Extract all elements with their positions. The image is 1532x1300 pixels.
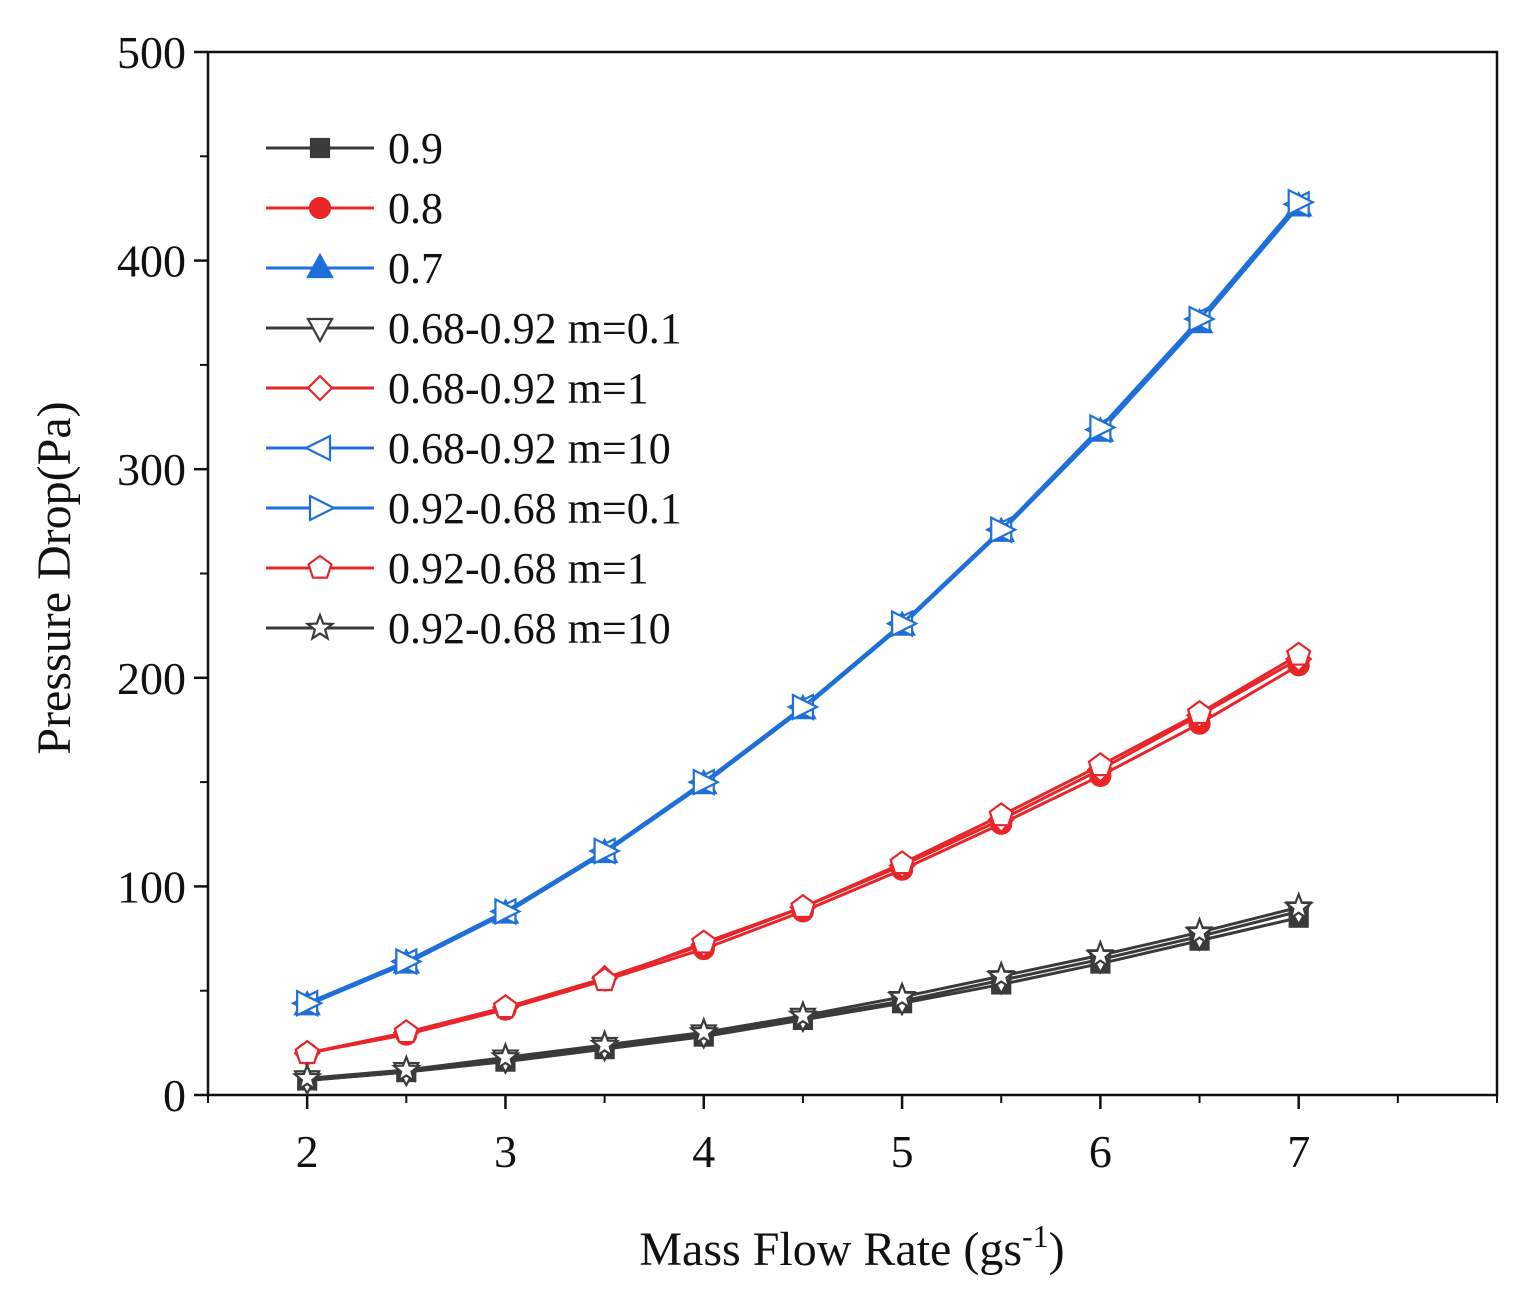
legend-item: 0.92-0.68 m=0.1 bbox=[266, 484, 682, 533]
data-point bbox=[1188, 305, 1216, 333]
data-point bbox=[790, 893, 816, 919]
y-tick-label: 200 bbox=[117, 653, 186, 704]
series-line bbox=[307, 905, 1300, 1080]
y-tick-label: 0 bbox=[163, 1070, 186, 1121]
legend-label: 0.92-0.68 m=1 bbox=[388, 544, 649, 593]
legend-item: 0.8 bbox=[266, 184, 443, 233]
data-point bbox=[490, 1041, 521, 1071]
series-line bbox=[306, 663, 1300, 1055]
data-point bbox=[890, 609, 919, 638]
x-axis-title-close: ) bbox=[1049, 1223, 1065, 1276]
data-point bbox=[692, 768, 721, 796]
y-tick-label: 500 bbox=[117, 27, 186, 78]
x-tick-label: 7 bbox=[1287, 1126, 1310, 1177]
data-point bbox=[1184, 916, 1215, 946]
series-layer bbox=[290, 188, 1316, 1096]
legend-item: 0.92-0.68 m=10 bbox=[266, 604, 671, 653]
legend-marker bbox=[307, 554, 333, 579]
y-tick-label: 400 bbox=[117, 236, 186, 287]
legend-item: 0.68-0.92 m=0.1 bbox=[266, 304, 682, 353]
series-0-92-0-68-m-10 bbox=[291, 891, 1315, 1092]
data-point bbox=[390, 1053, 422, 1084]
legend-label: 0.9 bbox=[388, 124, 443, 173]
legend-item: 0.92-0.68 m=1 bbox=[266, 544, 649, 593]
x-tick-label: 6 bbox=[1089, 1126, 1112, 1177]
legend-label: 0.68-0.92 m=0.1 bbox=[388, 304, 682, 353]
series-0-92-0-68-m-0-1 bbox=[296, 188, 1316, 1017]
legend-marker bbox=[309, 137, 331, 159]
data-point bbox=[296, 989, 324, 1017]
axes-layer: 2 3 4 5 6 7 0 100 200 300 400 500 bbox=[117, 27, 1499, 1177]
y-axis-title: Pressure Drop(Pa) bbox=[28, 401, 81, 754]
x-axis-title-main: Mass Flow Rate (gs bbox=[639, 1223, 1022, 1276]
legend-marker bbox=[303, 434, 332, 462]
x-tick-label: 4 bbox=[692, 1126, 715, 1177]
data-point bbox=[591, 966, 618, 992]
legend-label: 0.68-0.92 m=1 bbox=[388, 364, 649, 413]
data-point bbox=[1085, 939, 1116, 969]
data-point bbox=[494, 897, 522, 926]
series-line bbox=[307, 916, 1300, 1082]
data-point bbox=[691, 929, 717, 954]
legend-label: 0.68-0.92 m=10 bbox=[388, 424, 671, 473]
legend-marker bbox=[308, 196, 332, 220]
legend-item: 0.68-0.92 m=1 bbox=[266, 364, 649, 413]
legend-item: 0.68-0.92 m=10 bbox=[266, 424, 671, 473]
data-point bbox=[889, 850, 915, 875]
data-point bbox=[688, 1016, 720, 1046]
data-point bbox=[985, 959, 1017, 990]
x-axis-title-superscript: -1 bbox=[1022, 1218, 1049, 1254]
data-point bbox=[1287, 188, 1316, 216]
legend: 0.9 0.8 0.7 0.68-0.92 m=0.1 0.68-0.92 m=1 0.6… bbox=[266, 124, 682, 653]
data-point bbox=[1283, 891, 1315, 921]
data-point bbox=[589, 1028, 620, 1058]
series-0-9 bbox=[297, 907, 1309, 1091]
legend-item: 0.9 bbox=[266, 124, 443, 173]
legend-label: 0.92-0.68 m=10 bbox=[388, 604, 671, 653]
data-point bbox=[1089, 413, 1117, 442]
x-tick-label: 5 bbox=[891, 1126, 914, 1177]
legend-marker bbox=[306, 317, 334, 344]
data-point bbox=[988, 802, 1014, 827]
y-tick-label: 100 bbox=[117, 861, 186, 912]
data-point bbox=[791, 693, 820, 721]
data-point bbox=[787, 999, 819, 1029]
x-tick-label: 2 bbox=[296, 1126, 319, 1177]
series-0-92-0-68-m-1 bbox=[294, 641, 1312, 1065]
legend-marker bbox=[306, 252, 334, 279]
y-tick-label: 300 bbox=[117, 444, 186, 495]
data-point bbox=[593, 837, 622, 865]
legend-label: 0.7 bbox=[388, 244, 443, 293]
data-point bbox=[990, 515, 1018, 544]
data-point bbox=[291, 1062, 323, 1092]
legend-label: 0.92-0.68 m=0.1 bbox=[388, 484, 682, 533]
x-tick-label: 3 bbox=[494, 1126, 517, 1177]
data-point bbox=[886, 980, 918, 1011]
legend-marker bbox=[306, 374, 334, 402]
data-point bbox=[294, 1039, 320, 1065]
data-point bbox=[1285, 641, 1312, 666]
legend-label: 0.8 bbox=[388, 184, 443, 233]
data-point bbox=[393, 1019, 420, 1044]
x-axis-title: Mass Flow Rate (gs-1) bbox=[639, 1218, 1064, 1276]
legend-marker bbox=[304, 611, 336, 642]
data-point bbox=[492, 994, 519, 1019]
legend-marker bbox=[308, 494, 337, 522]
data-point bbox=[1087, 752, 1114, 777]
data-point bbox=[1186, 699, 1213, 725]
data-point bbox=[395, 947, 423, 976]
legend-item: 0.7 bbox=[266, 244, 443, 293]
